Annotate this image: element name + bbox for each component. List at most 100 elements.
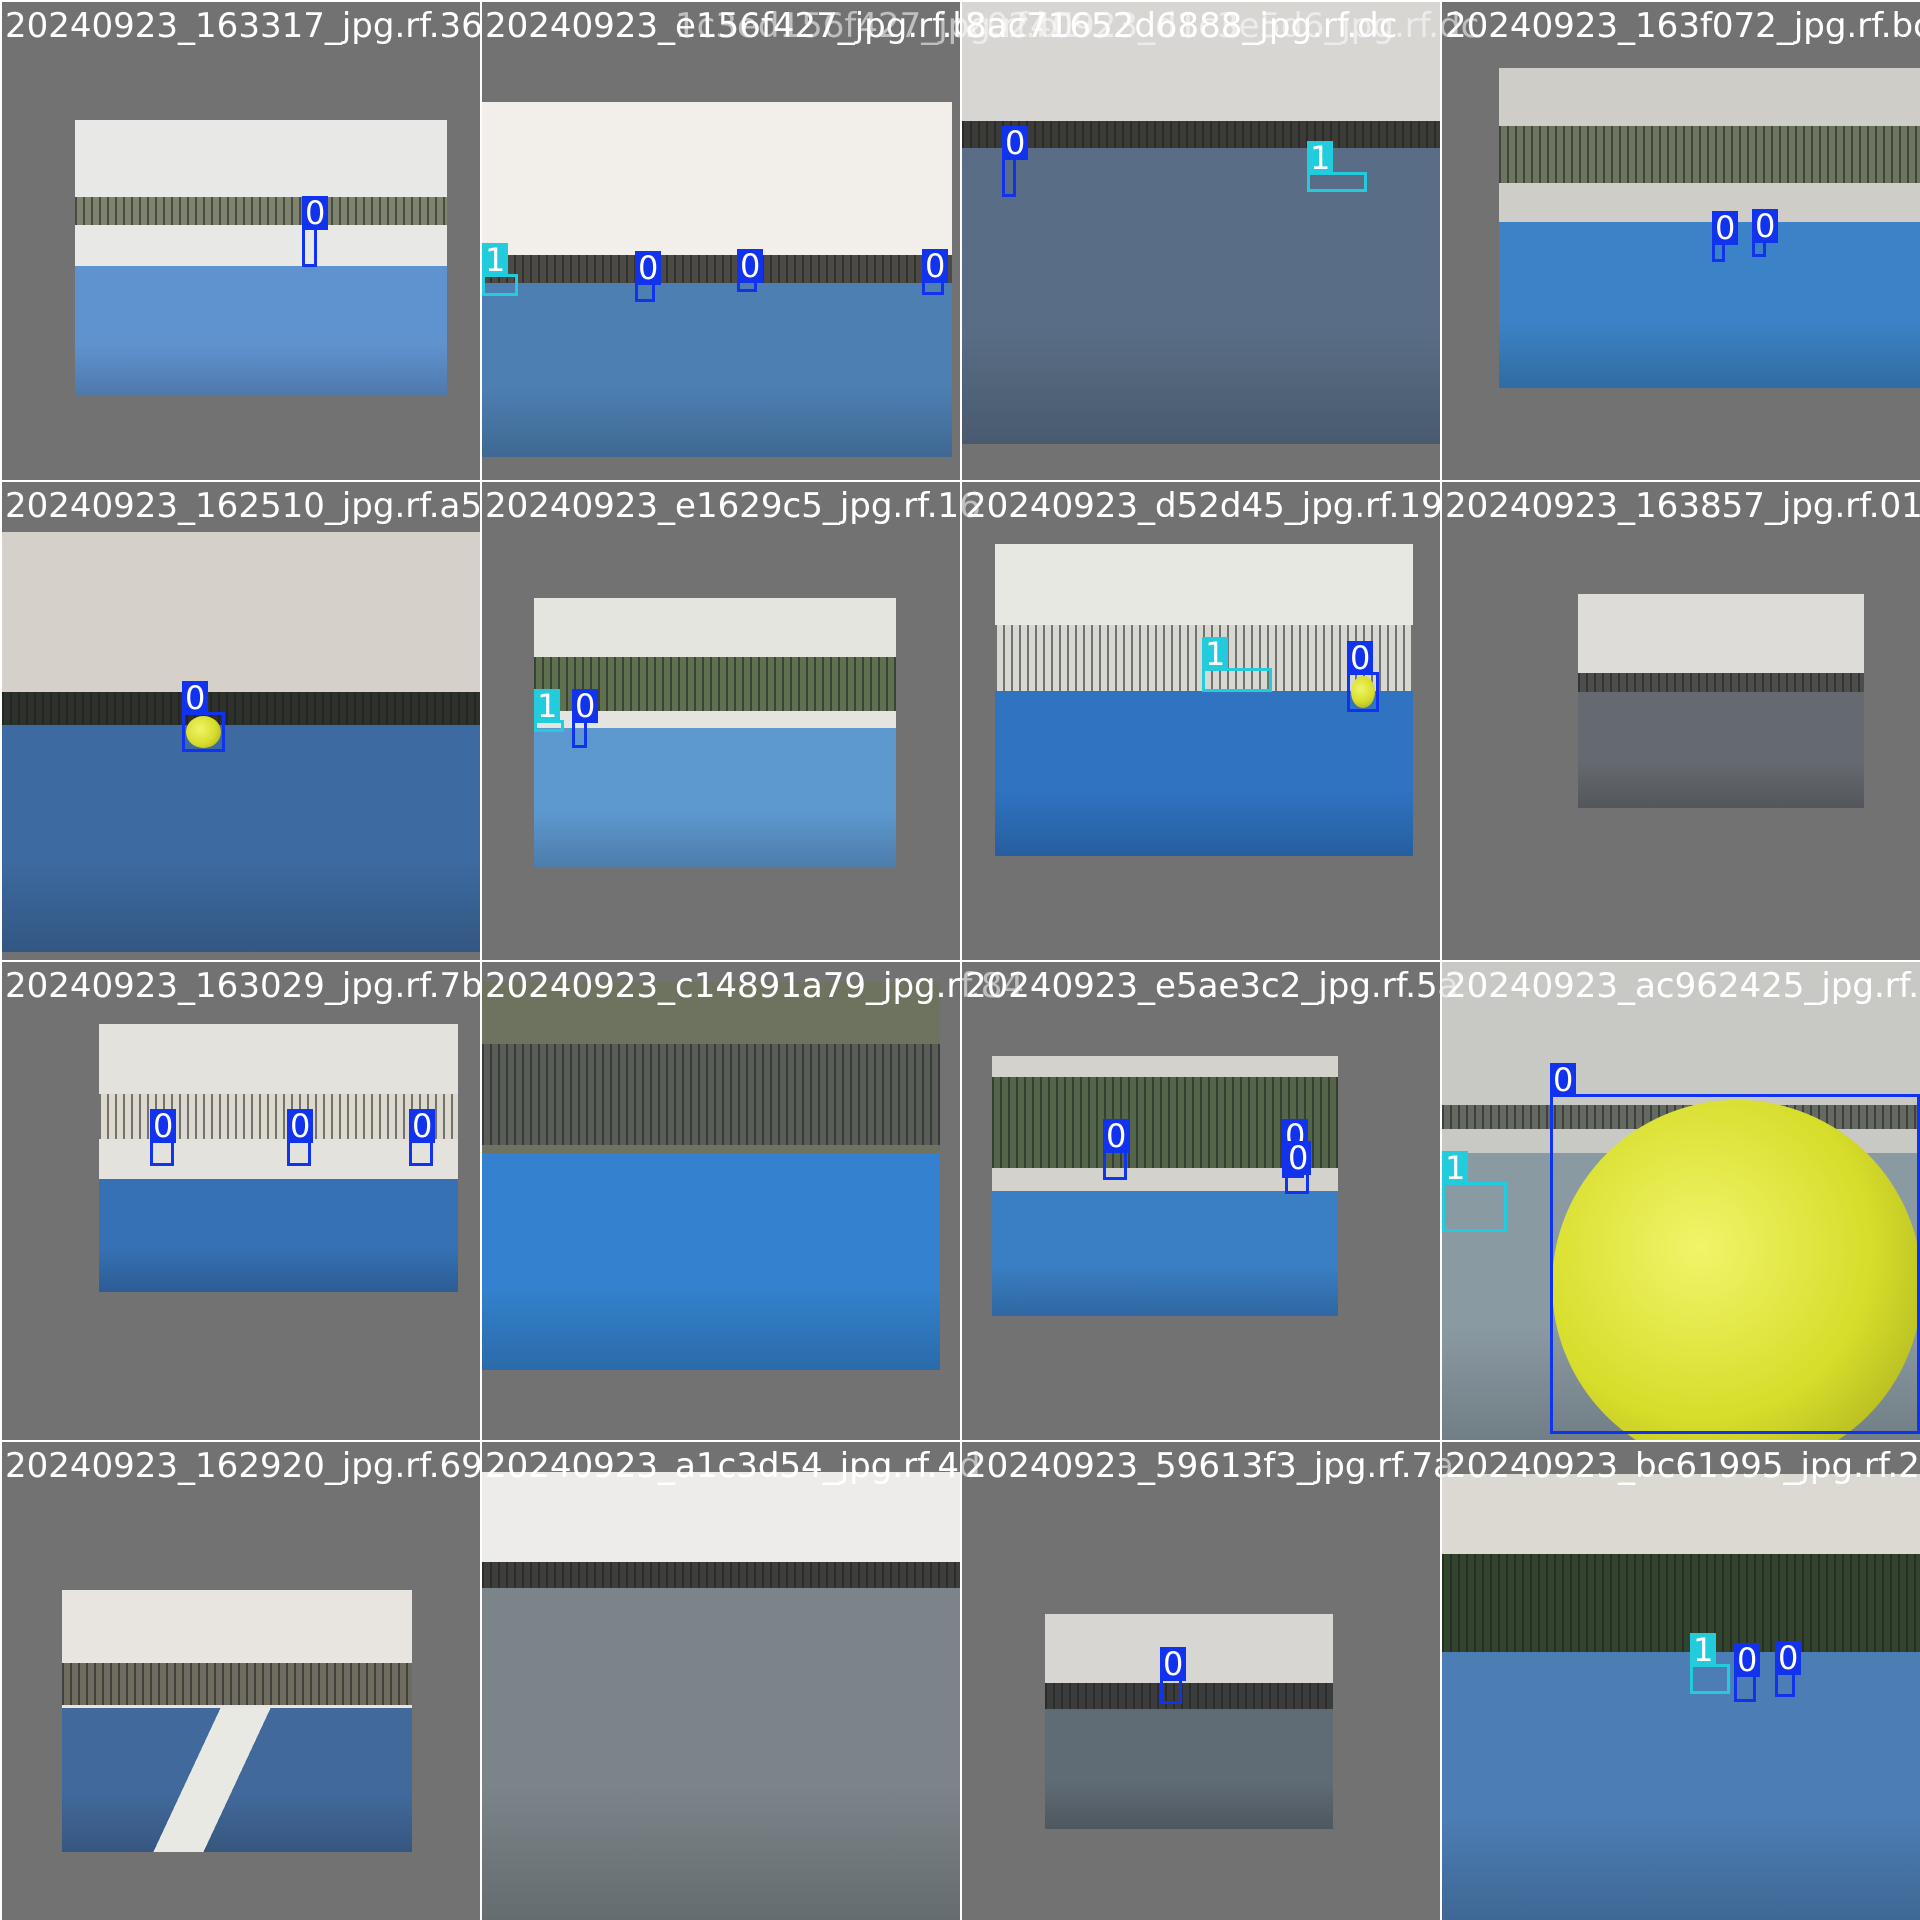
bbox-class-1: 1	[1307, 172, 1367, 192]
tile-filename: 20240923_163317_jpg.rf.36	[5, 4, 480, 48]
bbox-class-1: 1	[1442, 1182, 1507, 1232]
fence-band	[482, 1562, 960, 1589]
court-photo	[62, 1590, 412, 1852]
bbox-label: 1	[1307, 141, 1333, 175]
bbox-label: 0	[922, 249, 948, 283]
bbox-label: 0	[1550, 1063, 1576, 1097]
tile-filename: 20240923_163029_jpg.rf.7b	[5, 964, 480, 1008]
tile-filename-overlap: 20240923_ac962425_jpg.rf.d3	[1445, 964, 1920, 1008]
bbox-class-0: 0	[1002, 157, 1016, 197]
court-photo	[482, 982, 940, 1370]
bbox-class-0: 0	[572, 720, 587, 748]
bbox-label: 0	[302, 196, 328, 230]
bbox-label: 0	[1103, 1119, 1129, 1153]
tile-filename-overlap: 20240923_163857_jpg.rf.01	[1445, 484, 1920, 528]
mosaic-tile: 1 0 20240923_d52d45_jpg.rf.19	[962, 482, 1440, 960]
fence-band	[482, 1044, 940, 1145]
bbox-label: 0	[1712, 211, 1738, 245]
bbox-class-0: 0	[1160, 1678, 1182, 1704]
mosaic-tile: 1 0 20240923_e1629c5_jpg.rf.16	[482, 482, 960, 960]
court-surface	[1045, 1709, 1333, 1829]
bbox-class-0: 0	[1712, 242, 1725, 262]
bbox-label: 1	[1202, 637, 1228, 671]
bbox-label: 0	[287, 1109, 313, 1143]
bbox-class-0: 0	[1103, 1150, 1127, 1180]
fence-band	[1578, 673, 1864, 694]
mosaic-tile: 0 1 20240923_ac962425_jpg.rf.d3	[1442, 962, 1920, 1440]
court-surface	[482, 1153, 940, 1370]
court-surface	[1578, 692, 1864, 808]
fence-band	[482, 255, 952, 283]
bbox-class-0: 0	[1775, 1672, 1795, 1697]
bbox-label: 1	[1690, 1633, 1716, 1667]
bbox-class-0: 0	[1285, 1172, 1309, 1194]
tile-filename-overlap: 20240923_e5ae3c2_jpg.rf.5a	[965, 964, 1458, 1008]
mosaic-tile: 0 0 0 20240923_e5ae3c2_jpg.rf.5a	[962, 962, 1440, 1440]
bbox-label: 0	[182, 681, 208, 715]
bbox-class-0: 0	[287, 1140, 311, 1166]
court-photo	[534, 598, 896, 868]
court-photo	[2, 532, 480, 952]
fence-band	[962, 121, 1440, 148]
bbox-label: 0	[1002, 126, 1028, 160]
court-surface	[482, 1588, 960, 1920]
court-surface	[482, 283, 952, 457]
mosaic-tile: 0 1 8ac71652d6888_jpg.rf.dc	[962, 2, 1440, 480]
court-surface	[99, 1179, 458, 1292]
bbox-label: 0	[1775, 1641, 1801, 1675]
court-photo	[962, 2, 1440, 444]
mosaic-tile: 20240923_162920_jpg.rf.69	[2, 1442, 480, 1920]
bbox-label: 1	[534, 689, 560, 723]
mosaic-tile: 1 0 0 20240923_bc61995_jpg.rf.2fc	[1442, 1442, 1920, 1920]
bbox-class-0: 0	[737, 280, 757, 292]
court-photo	[1499, 68, 1920, 388]
bbox-label: 0	[1347, 641, 1373, 675]
fence-band	[2, 692, 480, 726]
bbox-label: 0	[1752, 209, 1778, 243]
court-surface	[995, 691, 1413, 856]
tile-filename-overlap: 20240923_163f072_jpg.rf.bc	[1445, 4, 1920, 48]
court-line	[62, 1708, 412, 1852]
mosaic-tile: 20240923_163857_jpg.rf.01	[1442, 482, 1920, 960]
tile-filename: 20240923_162920_jpg.rf.69	[5, 1444, 480, 1488]
bbox-label: 0	[572, 689, 598, 723]
bbox-class-1: 1	[1202, 668, 1272, 692]
mosaic-tile: 1 0 0 0 20240923_e156f427_jpg.rf.b1	[482, 2, 960, 480]
bbox-label: 1	[482, 243, 508, 277]
bbox-label: 0	[1734, 1643, 1760, 1677]
bbox-class-0: 0	[150, 1140, 174, 1166]
mosaic-tile: 0 0 20240923_163f072_jpg.rf.bc	[1442, 2, 1920, 480]
court-surface	[534, 728, 896, 868]
court-photo	[75, 120, 447, 396]
tile-filename-overlap: 20240923_d52d45_jpg.rf.19	[965, 484, 1443, 528]
fence-band	[1499, 126, 1920, 184]
bbox-label: 1	[1442, 1151, 1468, 1185]
court-surface	[1499, 222, 1920, 388]
court-surface	[75, 266, 447, 396]
bbox-label: 0	[409, 1109, 435, 1143]
tile-filename-overlap: 20240923_59613f3_jpg.rf.7a	[965, 1444, 1454, 1488]
bbox-class-1: 1	[482, 274, 518, 296]
mosaic-tile: 0 20240923_59613f3_jpg.rf.7a	[962, 1442, 1440, 1920]
court-photo	[482, 102, 952, 457]
bbox-class-0: 0	[1550, 1094, 1920, 1434]
bbox-class-0: 0	[1734, 1674, 1756, 1702]
court-surface	[962, 148, 1440, 444]
fence-band	[62, 1663, 412, 1705]
court-photo	[482, 1472, 960, 1920]
mosaic-tile: 0 20240923_162510_jpg.rf.a5	[2, 482, 480, 960]
bbox-label: 0	[737, 249, 763, 283]
tile-filename-overlap: 20240923_c14891a79_jpg.rf.84	[485, 964, 1024, 1008]
bbox-class-0: 0	[635, 282, 655, 302]
tile-filename-overlap: 20240923_e1629c5_jpg.rf.16	[485, 484, 981, 528]
bbox-label: 0	[1160, 1647, 1186, 1681]
court-photo	[1045, 1614, 1333, 1829]
tile-filename-overlap: 20240923_bc61995_jpg.rf.2fc	[1445, 1444, 1920, 1488]
court-surface	[2, 725, 480, 952]
bbox-class-1: 1	[534, 720, 564, 732]
fence-band	[1442, 1554, 1920, 1652]
court-surface	[992, 1191, 1338, 1316]
court-surface	[1442, 1652, 1920, 1920]
bbox-class-0: 0	[182, 712, 225, 752]
